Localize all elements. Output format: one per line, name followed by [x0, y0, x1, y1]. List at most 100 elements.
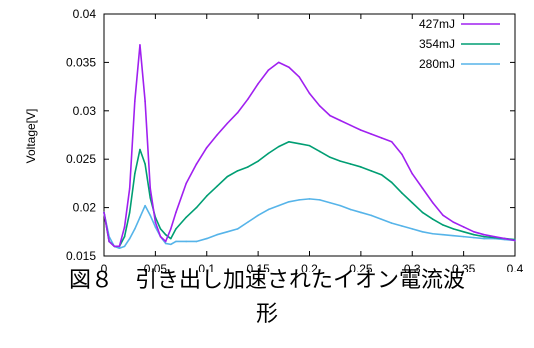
data-point-354mJ [123, 235, 126, 238]
data-point-280mJ [483, 237, 485, 240]
series-line-427mJ [103, 44, 516, 248]
data-point-354mJ [329, 156, 331, 159]
data-point-427mJ [226, 122, 229, 125]
data-point-427mJ [329, 114, 331, 117]
data-point-354mJ [267, 152, 270, 155]
data-point-280mJ [442, 233, 444, 236]
y-tick-label: 0.025 [66, 152, 96, 166]
data-point-354mJ [318, 150, 321, 153]
y-tick-label: 0.02 [73, 201, 97, 215]
figure-caption-line-1: 図８ 引き出し加速されたイオン電流波 [68, 268, 465, 293]
data-point-354mJ [216, 185, 218, 188]
data-point-354mJ [473, 233, 475, 236]
data-point-354mJ [349, 163, 352, 165]
data-point-427mJ [432, 201, 434, 204]
data-point-280mJ [390, 222, 393, 224]
data-point-280mJ [401, 225, 403, 227]
data-point-354mJ [288, 140, 290, 143]
data-point-280mJ [257, 214, 259, 217]
legend-label: 280mJ [419, 57, 455, 71]
data-point-427mJ [308, 92, 311, 95]
data-point-427mJ [113, 245, 116, 248]
data-point-280mJ [154, 226, 157, 228]
data-point-427mJ [164, 240, 167, 243]
data-point-354mJ [277, 145, 280, 148]
data-point-427mJ [421, 187, 424, 190]
data-point-354mJ [411, 201, 414, 204]
x-tick-label: 0 [101, 262, 108, 272]
data-point-427mJ [257, 82, 259, 85]
data-point-354mJ [298, 142, 301, 145]
data-point-427mJ [360, 129, 362, 131]
data-point-354mJ [483, 235, 485, 238]
data-point-427mJ [216, 134, 218, 136]
voltage-line-chart: 0.015 0.02 0.025 0.03 0.035 0.04 0 0.05 0.1 0.15… [24, 7, 524, 272]
data-point-427mJ [483, 233, 485, 236]
data-point-354mJ [144, 163, 146, 165]
data-point-354mJ [169, 237, 172, 240]
data-point-427mJ [134, 100, 136, 102]
x-tick-label: 0.2 [301, 262, 318, 272]
data-point-280mJ [169, 243, 172, 246]
y-tick-label: 0.035 [66, 55, 96, 69]
data-point-354mJ [134, 172, 136, 175]
data-point-280mJ [139, 216, 141, 219]
data-point-427mJ [205, 146, 208, 149]
data-point-354mJ [442, 224, 444, 226]
legend: 427mJ 354mJ 280mJ [419, 17, 500, 71]
data-point-280mJ [277, 204, 280, 207]
data-point-427mJ [123, 226, 126, 228]
data-point-427mJ [277, 61, 280, 64]
data-point-280mJ [128, 237, 131, 240]
data-point-354mJ [308, 144, 311, 147]
data-point-280mJ [205, 237, 208, 240]
data-point-427mJ [493, 235, 496, 238]
data-point-354mJ [421, 211, 424, 214]
data-point-427mJ [380, 137, 383, 139]
y-tick-label: 0.015 [66, 249, 96, 263]
data-point-354mJ [360, 166, 362, 168]
data-point-427mJ [108, 240, 110, 243]
data-point-354mJ [432, 218, 434, 221]
data-point-280mJ [411, 228, 414, 230]
data-point-280mJ [473, 236, 475, 239]
data-point-354mJ [159, 228, 162, 230]
legend-label: 427mJ [419, 17, 455, 31]
data-point-427mJ [169, 228, 172, 230]
data-point-427mJ [185, 182, 187, 185]
data-point-280mJ [185, 240, 187, 243]
data-point-280mJ [452, 234, 455, 237]
data-point-280mJ [216, 233, 218, 236]
data-point-354mJ [175, 228, 177, 230]
data-point-427mJ [318, 105, 321, 107]
data-point-354mJ [452, 228, 455, 230]
x-tick-label: 0.1 [198, 262, 215, 272]
legend-label: 354mJ [419, 37, 455, 51]
data-point-427mJ [349, 124, 352, 127]
data-point-280mJ [421, 231, 424, 233]
data-point-280mJ [267, 208, 270, 211]
data-point-354mJ [226, 175, 229, 178]
data-point-354mJ [195, 206, 198, 209]
data-point-280mJ [308, 198, 311, 200]
data-point-427mJ [339, 119, 342, 122]
figure-caption-line-2: 形 [255, 302, 278, 327]
data-point-280mJ [123, 245, 126, 248]
data-point-427mJ [149, 187, 152, 190]
data-point-280mJ [432, 232, 434, 235]
data-point-280mJ [360, 211, 362, 214]
data-point-427mJ [370, 133, 372, 135]
data-point-427mJ [159, 235, 162, 238]
data-point-354mJ [462, 231, 465, 233]
data-point-427mJ [195, 163, 198, 165]
series-line-354mJ [103, 140, 516, 248]
x-tick-label: 0.25 [349, 262, 373, 272]
data-point-427mJ [175, 211, 177, 214]
data-point-280mJ [339, 204, 342, 207]
x-tick-label: 0.4 [507, 262, 524, 272]
data-point-427mJ [154, 221, 157, 223]
data-point-280mJ [226, 231, 229, 233]
data-point-427mJ [139, 44, 141, 46]
data-point-427mJ [411, 172, 414, 175]
data-point-427mJ [390, 140, 393, 143]
